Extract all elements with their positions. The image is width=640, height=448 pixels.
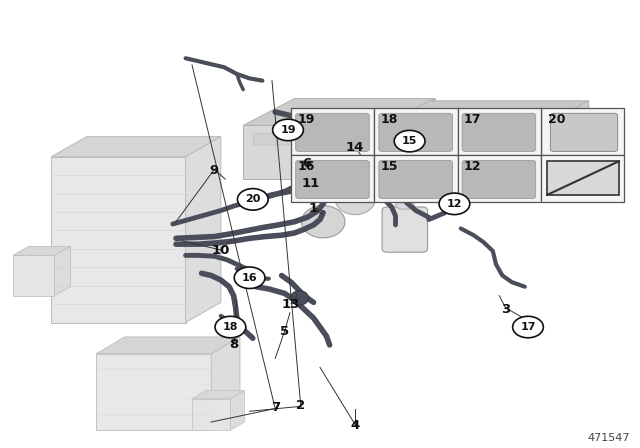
Text: 6: 6: [303, 157, 312, 170]
FancyBboxPatch shape: [276, 134, 299, 145]
Text: 15: 15: [402, 136, 417, 146]
Polygon shape: [51, 157, 186, 323]
Circle shape: [513, 316, 543, 338]
Polygon shape: [96, 337, 240, 354]
Text: 16: 16: [298, 160, 315, 173]
Polygon shape: [384, 99, 435, 179]
Text: 18: 18: [381, 113, 398, 126]
FancyBboxPatch shape: [462, 160, 536, 198]
Polygon shape: [13, 246, 70, 255]
Text: 11: 11: [301, 177, 319, 190]
Polygon shape: [96, 354, 211, 430]
Text: 9: 9: [210, 164, 219, 177]
FancyBboxPatch shape: [379, 113, 452, 151]
Text: 20: 20: [548, 113, 566, 126]
Polygon shape: [13, 255, 54, 296]
Bar: [291, 108, 374, 155]
FancyBboxPatch shape: [253, 134, 276, 145]
Bar: [541, 108, 624, 155]
Ellipse shape: [395, 201, 415, 209]
Polygon shape: [192, 399, 230, 430]
Text: 7: 7: [271, 401, 280, 414]
Ellipse shape: [335, 184, 375, 215]
Polygon shape: [54, 246, 70, 296]
FancyBboxPatch shape: [365, 134, 388, 145]
Text: 19: 19: [298, 113, 315, 126]
Bar: [541, 155, 624, 202]
Polygon shape: [186, 137, 221, 323]
Text: 14: 14: [346, 141, 364, 155]
Text: 5: 5: [280, 325, 289, 338]
Polygon shape: [211, 337, 240, 430]
Bar: [458, 155, 541, 202]
Text: 18: 18: [223, 322, 238, 332]
Ellipse shape: [291, 291, 308, 305]
Circle shape: [237, 189, 268, 210]
Text: 12: 12: [464, 160, 481, 173]
Bar: [374, 155, 458, 202]
FancyBboxPatch shape: [550, 113, 618, 151]
Text: 17: 17: [520, 322, 536, 332]
Text: 15: 15: [381, 160, 398, 173]
Polygon shape: [243, 125, 384, 179]
Text: 2: 2: [296, 399, 305, 412]
FancyBboxPatch shape: [343, 134, 366, 145]
Text: 1: 1: [309, 202, 318, 215]
Circle shape: [234, 267, 265, 289]
Polygon shape: [243, 99, 435, 125]
Text: 3: 3: [501, 302, 510, 316]
Bar: [374, 108, 458, 155]
FancyBboxPatch shape: [382, 207, 428, 252]
Text: 19: 19: [280, 125, 296, 135]
Polygon shape: [51, 137, 221, 157]
Text: 17: 17: [464, 113, 481, 126]
FancyBboxPatch shape: [321, 134, 344, 145]
Text: 20: 20: [245, 194, 260, 204]
Text: 16: 16: [242, 273, 257, 283]
Text: 471547: 471547: [588, 433, 630, 443]
Circle shape: [273, 119, 303, 141]
Circle shape: [394, 130, 425, 152]
Polygon shape: [547, 161, 619, 195]
Text: 10: 10: [212, 244, 230, 258]
FancyBboxPatch shape: [298, 134, 321, 145]
Text: 12: 12: [447, 199, 462, 209]
FancyBboxPatch shape: [462, 113, 536, 151]
Ellipse shape: [301, 206, 345, 238]
Text: 4: 4: [351, 419, 360, 432]
Bar: [458, 108, 541, 155]
FancyBboxPatch shape: [296, 113, 369, 151]
Text: 8: 8: [229, 338, 238, 352]
Circle shape: [215, 316, 246, 338]
Circle shape: [439, 193, 470, 215]
Ellipse shape: [256, 191, 266, 199]
Bar: [291, 155, 374, 202]
Text: 13: 13: [282, 298, 300, 311]
Polygon shape: [192, 391, 244, 399]
FancyBboxPatch shape: [296, 160, 369, 198]
FancyBboxPatch shape: [379, 160, 452, 198]
Ellipse shape: [236, 268, 248, 278]
Polygon shape: [384, 125, 544, 179]
Polygon shape: [544, 101, 589, 179]
Ellipse shape: [218, 319, 230, 328]
Polygon shape: [230, 391, 244, 430]
Polygon shape: [384, 101, 589, 125]
